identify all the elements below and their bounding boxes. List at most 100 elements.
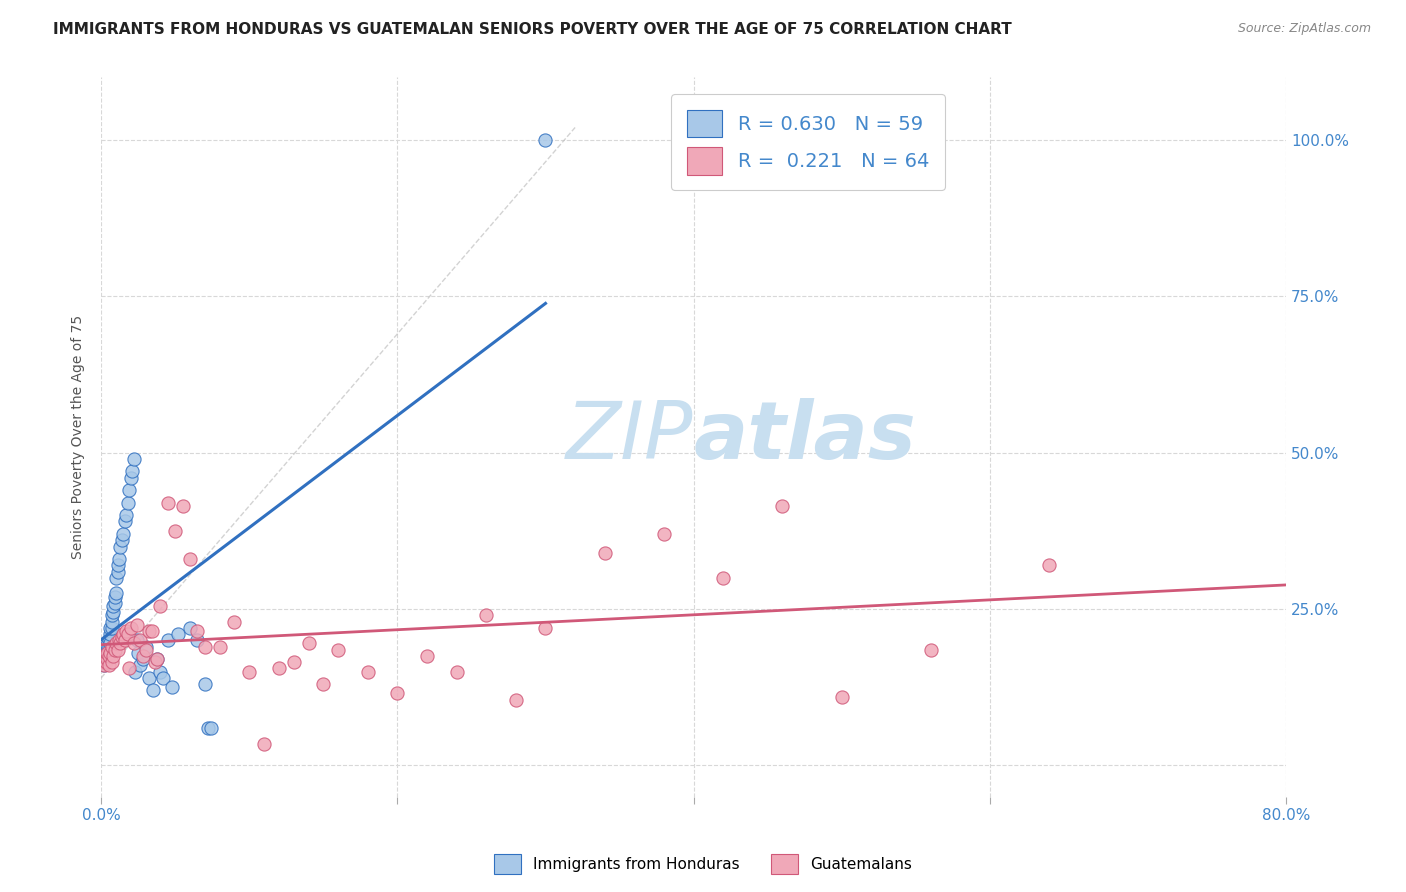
Point (112, 527, 135, 541)
Point (711, 571, 734, 585)
Point (118, 661, 141, 675)
Point (238, 665, 260, 679)
Point (117, 496, 139, 510)
Point (100, 655, 122, 669)
Point (107, 565, 129, 579)
Point (115, 508, 138, 523)
Point (110, 540, 132, 554)
Point (283, 655, 305, 669)
Point (131, 652, 153, 666)
Point (114, 633, 136, 648)
Point (93, 648, 115, 663)
Point (121, 465, 143, 479)
Point (96, 644, 118, 658)
Point (111, 630, 134, 644)
Point (165, 524, 187, 538)
Point (93, 646, 115, 660)
Point (135, 640, 157, 654)
Text: atlas: atlas (693, 398, 917, 476)
Text: ZIP: ZIP (567, 398, 693, 476)
Point (114, 515, 136, 529)
Point (100, 608, 122, 623)
Point (224, 615, 246, 629)
Point (142, 683, 165, 698)
Point (100, 615, 122, 629)
Point (1038, 558, 1060, 573)
Point (141, 624, 163, 638)
Point (446, 665, 468, 679)
Point (97, 658, 120, 673)
Point (108, 633, 131, 648)
Point (97, 646, 120, 660)
Point (146, 652, 169, 666)
Point (128, 633, 150, 648)
Point (94, 647, 117, 661)
Point (100, 621, 122, 635)
Y-axis label: Seniors Poverty Over the Age of 75: Seniors Poverty Over the Age of 75 (72, 315, 86, 559)
Point (125, 633, 148, 648)
Point (920, 642, 942, 657)
Point (534, 621, 557, 635)
Point (593, 546, 616, 560)
Point (138, 624, 160, 638)
Point (96, 652, 118, 666)
Point (96, 638, 118, 652)
Legend: Immigrants from Honduras, Guatemalans: Immigrants from Honduras, Guatemalans (488, 848, 918, 880)
Point (179, 552, 201, 566)
Point (387, 686, 409, 700)
Point (120, 471, 142, 485)
Point (267, 661, 290, 675)
Point (328, 642, 350, 657)
Point (110, 636, 132, 650)
Point (107, 558, 129, 573)
Point (96, 648, 118, 663)
Point (143, 655, 166, 669)
Point (475, 608, 498, 623)
Point (101, 605, 124, 619)
Point (94, 648, 117, 663)
Point (108, 552, 131, 566)
Point (93, 648, 115, 663)
Point (831, 690, 853, 704)
Point (186, 624, 208, 638)
Point (156, 496, 179, 510)
Point (162, 680, 184, 694)
Point (149, 665, 172, 679)
Point (172, 499, 194, 513)
Point (105, 586, 128, 600)
Point (146, 652, 169, 666)
Point (156, 633, 179, 648)
Point (152, 671, 174, 685)
Point (534, 133, 557, 147)
Point (253, 737, 276, 751)
Point (100, 640, 122, 654)
Point (98, 621, 121, 635)
Point (505, 692, 527, 706)
Point (416, 648, 439, 663)
Point (122, 636, 145, 650)
Point (194, 640, 217, 654)
Point (179, 621, 201, 635)
Text: Source: ZipAtlas.com: Source: ZipAtlas.com (1237, 22, 1371, 36)
Point (135, 642, 157, 657)
Point (94, 642, 117, 657)
Point (115, 624, 138, 638)
Point (186, 633, 208, 648)
Point (93, 658, 115, 673)
Point (128, 658, 150, 673)
Point (131, 648, 153, 663)
Point (120, 621, 142, 635)
Point (200, 721, 222, 735)
Text: IMMIGRANTS FROM HONDURAS VS GUATEMALAN SENIORS POVERTY OVER THE AGE OF 75 CORREL: IMMIGRANTS FROM HONDURAS VS GUATEMALAN S… (53, 22, 1012, 37)
Point (91, 655, 114, 669)
Point (124, 665, 146, 679)
Point (98, 636, 121, 650)
Point (197, 721, 219, 735)
Point (103, 596, 125, 610)
Point (118, 483, 141, 498)
Point (297, 636, 319, 650)
Point (312, 677, 335, 691)
Point (93, 658, 115, 673)
Point (98, 646, 121, 660)
Point (105, 636, 128, 650)
